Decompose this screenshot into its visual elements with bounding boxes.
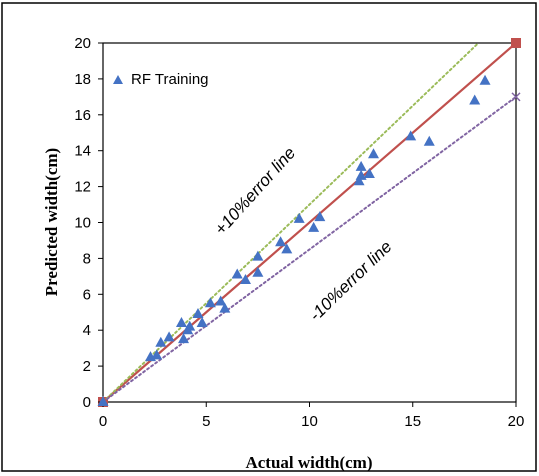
rf-training-point xyxy=(239,273,251,284)
legend-triangle-marker xyxy=(113,75,123,84)
x-axis-title: Actual width(cm) xyxy=(245,453,372,472)
rf-training-point xyxy=(184,320,196,331)
rf-training-point xyxy=(151,349,163,360)
legend-label-rf-training: RF Training xyxy=(131,71,209,88)
plus-10-error-line xyxy=(102,42,480,403)
rf-training-point xyxy=(368,148,380,159)
rf-training-point xyxy=(469,94,481,105)
rf-training-point xyxy=(252,250,264,261)
x-tick-label: 20 xyxy=(508,413,525,430)
y-axis-title: Predicted width(cm) xyxy=(42,148,61,296)
rf-training-point xyxy=(178,333,190,344)
rf-training-point xyxy=(231,268,243,279)
rf-training-point xyxy=(192,308,204,319)
y-axis: 0 2 4 6 8 10 12 14 16 18 20 xyxy=(74,35,103,411)
rf-training-point xyxy=(204,297,216,308)
rf-training-point xyxy=(308,221,320,232)
rf-training-point xyxy=(423,135,435,146)
y-tick-label: 2 xyxy=(83,358,91,375)
rf-training-point xyxy=(97,396,109,406)
y-tick-label: 6 xyxy=(83,286,91,303)
rf-training-point xyxy=(314,211,326,222)
rf-training-point xyxy=(175,317,187,328)
y-tick-label: 10 xyxy=(74,215,91,232)
y-tick-label: 16 xyxy=(74,107,91,124)
rf-training-point xyxy=(155,336,167,347)
rf-training-point xyxy=(353,175,365,186)
rf-training-point xyxy=(479,74,491,85)
x-tick-label: 15 xyxy=(404,413,421,430)
rf-training-point xyxy=(355,160,367,171)
y-tick-label: 12 xyxy=(74,179,91,196)
y-tick-label: 0 xyxy=(83,394,91,411)
ideal-line xyxy=(102,42,517,403)
rf-training-point xyxy=(281,243,293,254)
rf-training-point xyxy=(355,169,367,180)
data-points xyxy=(97,74,491,406)
legend: RF Training xyxy=(113,71,209,88)
x-tick-label: 5 xyxy=(202,413,210,430)
rf-training-point xyxy=(215,295,227,306)
rf-training-point xyxy=(275,236,287,247)
rf-training-point xyxy=(219,302,231,313)
x-tick-label: 10 xyxy=(301,413,318,430)
minus-10-error-line xyxy=(102,95,517,403)
y-tick-label: 18 xyxy=(74,71,91,88)
x-tick-label: 0 xyxy=(99,413,107,430)
y-tick-label: 8 xyxy=(83,250,91,267)
reference-lines xyxy=(98,38,521,407)
rf-training-point xyxy=(252,266,264,277)
rf-training-point xyxy=(293,212,305,223)
rf-training-point xyxy=(163,331,175,342)
rf-training-point xyxy=(405,130,417,141)
x-axis: 0 5 10 15 20 xyxy=(99,402,525,430)
y-tick-label: 14 xyxy=(74,143,91,160)
minus-10-x-marker xyxy=(511,92,521,102)
rf-training-point xyxy=(363,168,375,179)
rf-training-point xyxy=(196,317,208,328)
y-tick-label: 4 xyxy=(83,322,91,339)
y-tick-label: 20 xyxy=(74,35,91,52)
ideal-line-square-marker xyxy=(511,38,521,48)
